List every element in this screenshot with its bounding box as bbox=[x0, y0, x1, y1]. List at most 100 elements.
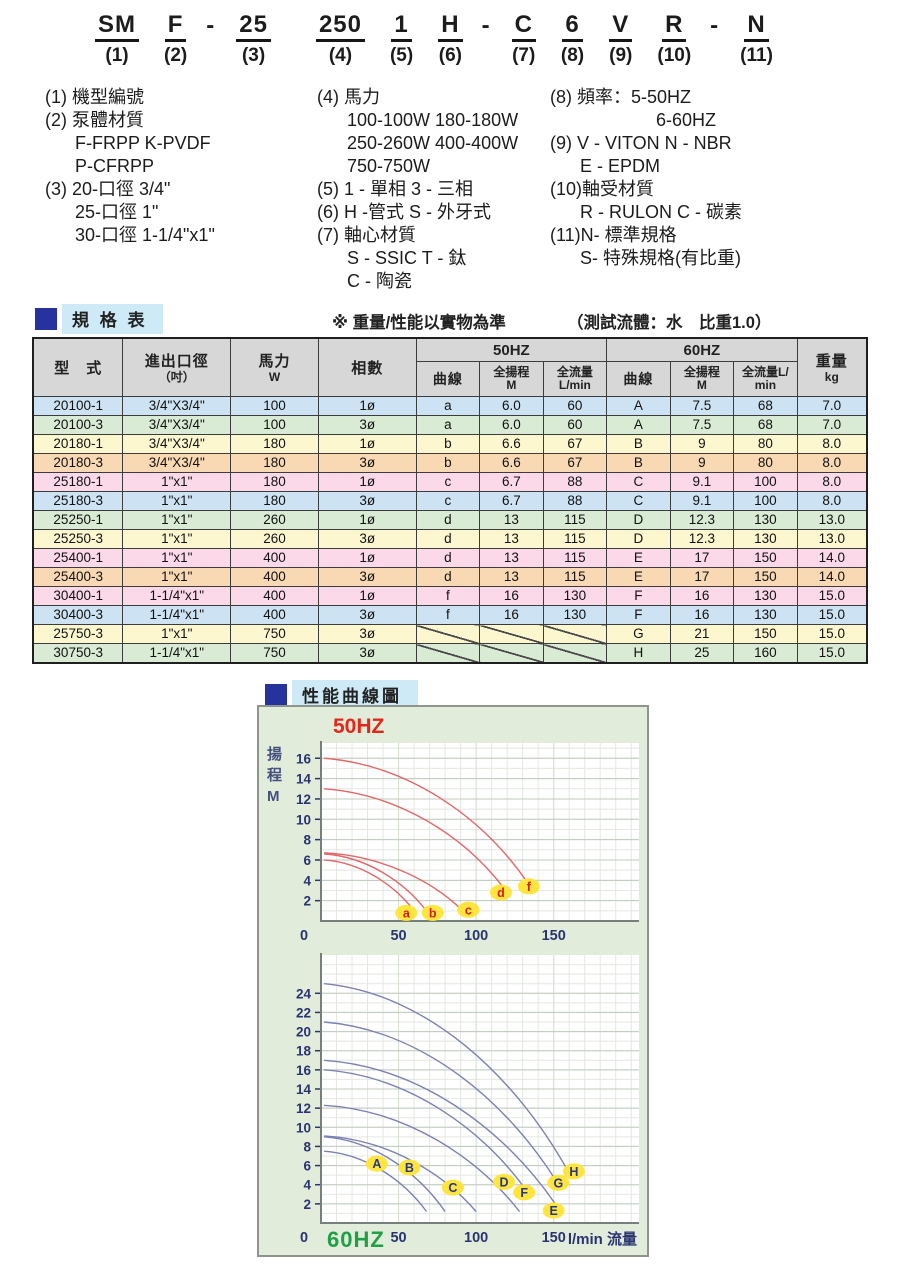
spec-table-row: 20100-3 3/4"X3/4" 100 3ø a 6.0 60 A 7.5 68 7.0 bbox=[32, 415, 868, 435]
cell-50hz-head: 6.7 bbox=[479, 491, 544, 511]
cell-60hz-head: 21 bbox=[669, 624, 735, 644]
svg-text:16: 16 bbox=[296, 751, 312, 766]
cell-60hz-head: 16 bbox=[669, 605, 735, 625]
cell-50hz-curve: b bbox=[415, 453, 481, 473]
svg-text:0: 0 bbox=[300, 928, 308, 944]
cell-size: 1"x1" bbox=[122, 510, 232, 530]
model-code-dash: - bbox=[206, 12, 215, 39]
model-code-group: 25 (3) bbox=[236, 11, 271, 67]
svg-text:4: 4 bbox=[303, 873, 311, 888]
model-code-position: (3) bbox=[241, 45, 266, 67]
col-header-50hz: 50HZ bbox=[415, 337, 608, 362]
cell-50hz-flow: 88 bbox=[542, 491, 608, 511]
cell-phase: 1ø bbox=[317, 434, 417, 454]
cell-60hz-head: 16 bbox=[669, 586, 735, 606]
cell-phase: 3ø bbox=[317, 453, 417, 473]
spec-table-row: 20180-3 3/4"X3/4" 180 3ø b 6.6 67 B 9 80 8.0 bbox=[32, 453, 868, 473]
cell-power: 100 bbox=[230, 415, 319, 435]
cell-size: 3/4"X3/4" bbox=[122, 453, 232, 473]
cell-phase: 3ø bbox=[317, 567, 417, 587]
cell-phase: 3ø bbox=[317, 529, 417, 549]
col-header-flow50-line1: 全流量 bbox=[556, 364, 593, 379]
svg-text:12: 12 bbox=[296, 1101, 311, 1116]
cell-60hz-flow: 68 bbox=[733, 415, 798, 435]
svg-text:50HZ: 50HZ bbox=[333, 715, 385, 738]
cell-60hz-curve: B bbox=[606, 453, 671, 473]
cell-60hz-flow: 130 bbox=[733, 529, 798, 549]
svg-text:50: 50 bbox=[390, 1230, 406, 1246]
model-code-token: 1 bbox=[391, 11, 412, 43]
cell-60hz-flow: 100 bbox=[733, 491, 798, 511]
cell-50hz-curve: b bbox=[415, 434, 481, 454]
cell-60hz-curve: D bbox=[606, 529, 671, 549]
model-code-token: R bbox=[662, 11, 687, 43]
cell-50hz-head: 13 bbox=[479, 567, 544, 587]
cell-weight: 15.0 bbox=[796, 624, 868, 644]
legend-line: (3) 20-口徑 3/4" bbox=[45, 179, 171, 199]
cell-power: 180 bbox=[230, 434, 319, 454]
cell-50hz-curve: a bbox=[415, 415, 481, 435]
legend-line: (1) 機型編號 bbox=[45, 87, 144, 107]
cell-phase: 1ø bbox=[317, 472, 417, 492]
model-code-position: (8) bbox=[560, 45, 585, 67]
legend-line: S- 特殊規格(有比重) bbox=[580, 248, 741, 268]
legend-line: F-FRPP K-PVDF bbox=[75, 133, 211, 153]
svg-text:50: 50 bbox=[390, 928, 406, 944]
cell-50hz-curve bbox=[415, 624, 481, 644]
svg-text:c: c bbox=[465, 903, 472, 917]
model-code-token: F bbox=[164, 11, 187, 43]
col-header-head-50: 全揚程 M bbox=[479, 361, 544, 397]
cell-50hz-flow: 60 bbox=[542, 415, 608, 435]
cell-size: 3/4"X3/4" bbox=[122, 396, 232, 416]
svg-text:M: M bbox=[267, 788, 280, 805]
cell-60hz-curve: C bbox=[606, 491, 671, 511]
cell-50hz-curve: d bbox=[415, 529, 481, 549]
cell-50hz-head: 16 bbox=[479, 605, 544, 625]
cell-weight: 14.0 bbox=[796, 567, 868, 587]
cell-50hz-head: 13 bbox=[479, 510, 544, 530]
cell-50hz-head: 6.0 bbox=[479, 415, 544, 435]
cell-size: 1"x1" bbox=[122, 548, 232, 568]
legend-line: (4) 馬力 bbox=[317, 87, 380, 107]
model-code-group: 1 (5) bbox=[390, 11, 413, 67]
cell-50hz-flow: 130 bbox=[542, 605, 608, 625]
model-code-token: 6 bbox=[562, 11, 583, 43]
cell-weight: 8.0 bbox=[796, 453, 868, 473]
svg-text:0: 0 bbox=[300, 1230, 308, 1246]
spec-table-row: 25400-3 1"x1" 400 3ø d 13 115 E 17 150 14.0 bbox=[32, 567, 868, 587]
svg-text:F: F bbox=[520, 1186, 528, 1200]
cell-power: 400 bbox=[230, 605, 319, 625]
svg-text:4: 4 bbox=[303, 1178, 311, 1193]
cell-50hz-head: 6.7 bbox=[479, 472, 544, 492]
col-header-size-line2: （吋） bbox=[158, 370, 195, 385]
cell-phase: 1ø bbox=[317, 396, 417, 416]
cell-50hz-curve: f bbox=[415, 605, 481, 625]
col-header-curve-50: 曲線 bbox=[415, 361, 481, 397]
cell-weight: 15.0 bbox=[796, 586, 868, 606]
svg-text:f: f bbox=[527, 880, 532, 894]
cell-60hz-flow: 130 bbox=[733, 510, 798, 530]
cell-model: 20180-3 bbox=[32, 453, 124, 473]
cell-weight: 8.0 bbox=[796, 434, 868, 454]
col-header-flow-50: 全流量 L/min bbox=[542, 361, 608, 397]
col-header-flow-60: 全流量L/ min bbox=[733, 361, 798, 397]
legend-column-3: (8) 頻率：5-50HZ 6-60HZ (9) V - VITON N - NBR… bbox=[550, 86, 875, 293]
cell-60hz-head: 12.3 bbox=[669, 510, 735, 530]
model-code-group: N (11) bbox=[740, 11, 773, 67]
model-code-token: C bbox=[511, 11, 536, 43]
cell-weight: 7.0 bbox=[796, 396, 868, 416]
col-header-flow50-line2: L/min bbox=[558, 378, 591, 392]
model-code-dash: - bbox=[481, 12, 490, 39]
model-code-token: V bbox=[609, 11, 633, 43]
model-code-token: H bbox=[438, 11, 463, 43]
legend-line: S - SSIC T - 鈦 bbox=[347, 248, 467, 268]
cell-50hz-curve: d bbox=[415, 548, 481, 568]
cell-size: 3/4"X3/4" bbox=[122, 415, 232, 435]
legend-column-1: (1) 機型編號 (2) 泵體材質 F-FRPP K-PVDF P-CFRPP (3) … bbox=[45, 86, 317, 293]
cell-60hz-head: 17 bbox=[669, 567, 735, 587]
cell-weight: 13.0 bbox=[796, 510, 868, 530]
cell-phase: 1ø bbox=[317, 548, 417, 568]
cell-size: 1"x1" bbox=[122, 491, 232, 511]
col-header-flow60-line2: min bbox=[754, 378, 777, 392]
